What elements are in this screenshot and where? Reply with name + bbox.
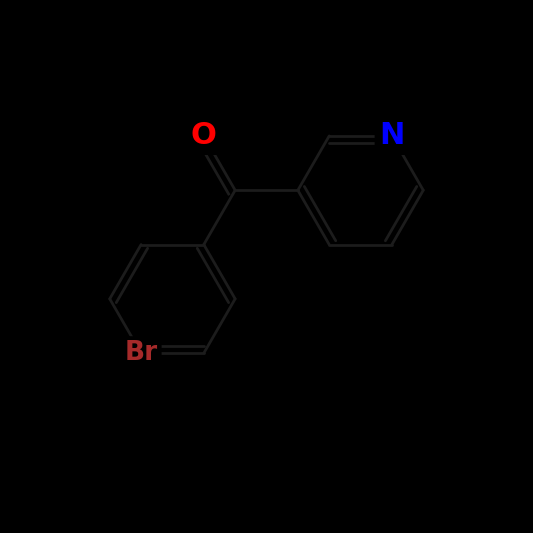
Text: Br: Br xyxy=(125,340,158,366)
Text: N: N xyxy=(379,122,405,150)
Text: O: O xyxy=(191,122,217,150)
